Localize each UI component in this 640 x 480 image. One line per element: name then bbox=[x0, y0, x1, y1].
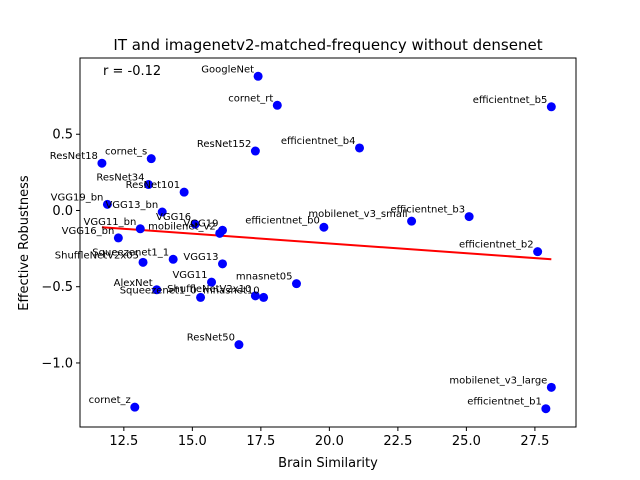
data-point bbox=[355, 143, 365, 153]
data-point bbox=[546, 382, 556, 392]
data-point bbox=[464, 212, 474, 222]
data-point bbox=[541, 404, 551, 414]
point-label: VGG19 bbox=[183, 218, 218, 229]
point-labels-group: GoogleNet cornet_rt efficientnet_b5 ResNet1… bbox=[50, 64, 548, 407]
chart-title: IT and imagenetv2-matched-frequency with… bbox=[113, 36, 542, 54]
point-label: VGG16 bbox=[156, 212, 191, 223]
point-label: cornet_z bbox=[89, 395, 131, 406]
point-label: ResNet18 bbox=[50, 151, 98, 162]
data-point bbox=[152, 285, 162, 295]
trend-line bbox=[101, 226, 552, 261]
x-tick-label: 15.0 bbox=[178, 434, 207, 449]
plot-frame bbox=[79, 57, 577, 428]
point-label: VGG11 bbox=[172, 270, 207, 281]
x-tick-label: 17.5 bbox=[246, 434, 275, 449]
x-tick-label: 22.5 bbox=[383, 434, 412, 449]
point-label: Squeezenet1_1 bbox=[92, 247, 169, 258]
point-label: VGG16_bn bbox=[62, 226, 115, 237]
point-label: efficientnet_b4 bbox=[281, 136, 356, 147]
y-tick-label: 0.0 bbox=[52, 204, 73, 219]
data-point bbox=[546, 102, 556, 112]
point-label: ResNet34 bbox=[96, 173, 144, 184]
x-tick-label: 27.5 bbox=[520, 434, 549, 449]
point-label: mobilenet_v3_large bbox=[449, 375, 547, 386]
point-label: ShuffleNetV2x05 bbox=[55, 250, 139, 261]
data-point bbox=[272, 100, 282, 110]
point-label: AlexNet bbox=[114, 278, 153, 289]
data-point bbox=[253, 71, 263, 81]
point-label: VGG13 bbox=[183, 252, 218, 263]
x-tick-label: 12.5 bbox=[109, 434, 138, 449]
point-label: efficientnet_b0 bbox=[245, 215, 320, 226]
data-point bbox=[407, 216, 417, 226]
point-label: VGG13_bn bbox=[105, 200, 158, 211]
data-point bbox=[250, 146, 260, 156]
point-label: VGG19_bn bbox=[51, 192, 104, 203]
point-label: efficientnet_b1 bbox=[467, 397, 542, 408]
y-tick-label: −0.5 bbox=[41, 280, 73, 295]
y-axis-label: Effective Robustness bbox=[17, 175, 32, 311]
point-label: mnasnet10 bbox=[203, 285, 260, 296]
x-axis-label: Brain Similarity bbox=[278, 456, 378, 471]
point-label: ResNet152 bbox=[197, 139, 252, 150]
data-point bbox=[190, 219, 200, 229]
data-point bbox=[97, 158, 107, 168]
point-label: mnasnet05 bbox=[236, 272, 293, 283]
data-point bbox=[102, 199, 112, 209]
point-label: ShuffleNetV2x10 bbox=[167, 284, 251, 295]
data-point bbox=[135, 224, 145, 234]
point-label: mobilenet_v3_small bbox=[308, 209, 407, 220]
point-label: GoogleNet bbox=[201, 64, 254, 75]
point-label: efficientnet_b5 bbox=[473, 95, 548, 106]
point-label: efficientnet_b2 bbox=[459, 240, 534, 251]
correlation-annotation: r = -0.12 bbox=[103, 64, 161, 79]
y-tick-label: 0.5 bbox=[52, 128, 73, 143]
trend-line-group bbox=[101, 226, 552, 261]
data-point bbox=[130, 402, 140, 412]
points-group bbox=[97, 71, 556, 414]
point-label: mobilenet_v2 bbox=[148, 221, 216, 232]
point-label: ResNet101 bbox=[126, 180, 181, 191]
point-label: cornet_rt bbox=[228, 93, 273, 104]
data-point bbox=[215, 228, 225, 238]
data-point bbox=[196, 292, 206, 302]
point-label: VGG11_bn bbox=[84, 217, 137, 228]
data-point bbox=[291, 279, 301, 289]
data-point bbox=[207, 277, 217, 287]
data-point bbox=[157, 207, 167, 217]
data-point bbox=[217, 259, 227, 269]
data-point bbox=[250, 291, 260, 301]
data-point bbox=[144, 180, 154, 190]
data-point bbox=[533, 247, 543, 257]
data-point bbox=[113, 233, 123, 243]
y-tick-label: −1.0 bbox=[41, 356, 73, 371]
data-point bbox=[146, 154, 156, 164]
data-point bbox=[234, 340, 244, 350]
data-point bbox=[168, 254, 178, 264]
axis-ticks: 12.5 15.0 17.5 20.0 22.5 25.0 27.5 0.5 0.0 −0.5 −1… bbox=[41, 128, 549, 449]
data-point bbox=[138, 257, 148, 267]
data-point bbox=[259, 292, 269, 302]
point-label: efficientnet_b3 bbox=[390, 205, 465, 216]
data-point bbox=[179, 187, 189, 197]
x-tick-label: 25.0 bbox=[452, 434, 481, 449]
x-tick-label: 20.0 bbox=[315, 434, 344, 449]
point-label: Squeezenet1_0 bbox=[120, 285, 197, 296]
point-label: cornet_s bbox=[105, 147, 147, 158]
point-label: ResNet50 bbox=[187, 333, 235, 344]
data-point bbox=[319, 222, 329, 232]
